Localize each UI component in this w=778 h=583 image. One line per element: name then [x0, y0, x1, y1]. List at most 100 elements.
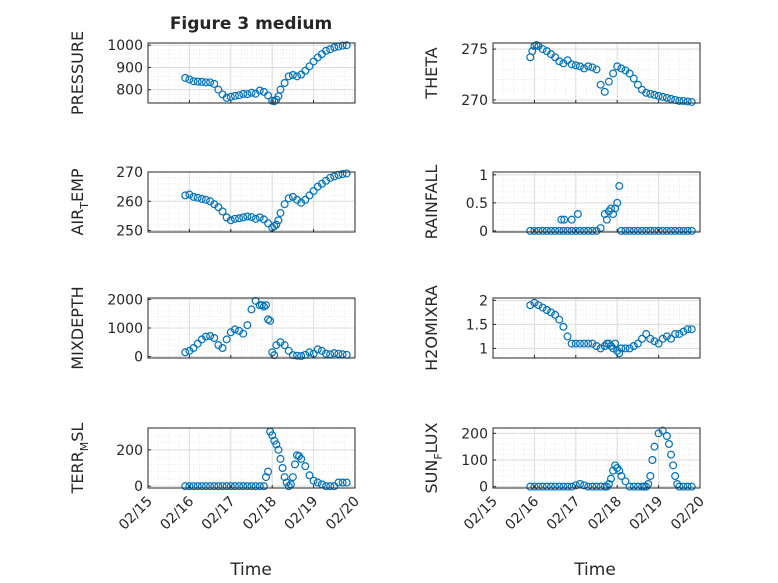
data-point: [642, 88, 651, 97]
y-tick-label: 270: [116, 165, 143, 181]
data-point: [588, 482, 597, 491]
data-point: [625, 69, 634, 78]
data-point: [675, 330, 684, 339]
data-point: [206, 332, 215, 341]
data-point: [542, 226, 551, 235]
data-point: [243, 482, 252, 491]
data-point: [667, 334, 676, 343]
data-point: [247, 482, 256, 491]
data-point: [621, 477, 630, 486]
data-point: [650, 337, 659, 346]
subplot-air: 250 260 270 AIRTEMP: [68, 165, 356, 240]
y-tick-label: 0: [479, 224, 488, 240]
data-point: [613, 62, 622, 71]
data-point: [546, 308, 555, 317]
data-point: [239, 89, 248, 98]
data-point: [301, 66, 310, 75]
data-point: [322, 46, 331, 55]
figure-title: Figure 3 medium: [170, 14, 332, 34]
data-point: [571, 339, 580, 348]
data-point: [243, 321, 252, 330]
data-point: [538, 482, 547, 491]
data-point: [189, 344, 198, 353]
data-point: [596, 344, 605, 353]
data-point: [322, 482, 331, 491]
data-point: [662, 332, 671, 341]
data-point: [559, 482, 568, 491]
data-point: [274, 216, 283, 225]
data-point: [679, 226, 688, 235]
data-point: [193, 482, 202, 491]
data-point: [239, 329, 248, 338]
data-point: [683, 226, 692, 235]
data-point: [555, 315, 564, 324]
data-point: [235, 214, 244, 223]
data-point: [654, 339, 663, 348]
data-point: [272, 440, 281, 449]
data-point: [563, 332, 572, 341]
y-axis-label: TERRMSL: [68, 423, 91, 495]
data-point: [264, 467, 273, 476]
data-point: [226, 216, 235, 225]
data-point: [555, 482, 564, 491]
data-point: [600, 87, 609, 96]
data-point: [255, 482, 264, 491]
data-point: [611, 339, 620, 348]
data-point: [193, 339, 202, 348]
data-point: [617, 344, 626, 353]
data-point: [596, 80, 605, 89]
data-point: [571, 226, 580, 235]
data-point: [189, 77, 198, 86]
data-point: [609, 344, 618, 353]
data-point: [530, 298, 539, 307]
data-point: [679, 96, 688, 105]
y-axis-label-subscript: T: [78, 202, 91, 210]
data-point: [288, 70, 297, 79]
data-point: [210, 482, 219, 491]
data-point: [555, 226, 564, 235]
data-point: [567, 226, 576, 235]
data-point: [230, 325, 239, 334]
data-point: [687, 325, 696, 334]
data-point: [181, 73, 190, 82]
data-point: [646, 472, 655, 481]
data-point: [210, 79, 219, 88]
data-point: [683, 325, 692, 334]
data-point: [338, 478, 347, 487]
data-point: [193, 77, 202, 86]
data-point: [679, 482, 688, 491]
data-point: [342, 41, 351, 50]
data-point: [650, 90, 659, 99]
data-point: [546, 226, 555, 235]
data-point: [538, 226, 547, 235]
data-point: [671, 226, 680, 235]
data-point: [534, 482, 543, 491]
x-axis-label-right: Time: [573, 560, 616, 580]
data-point: [235, 482, 244, 491]
data-point: [575, 62, 584, 71]
data-point: [201, 78, 210, 87]
y-tick-label: 0: [134, 479, 143, 495]
y-tick-label: 1: [479, 341, 488, 357]
data-point: [542, 482, 551, 491]
data-point: [538, 45, 547, 54]
data-point: [617, 64, 626, 73]
data-point: [230, 214, 239, 223]
y-tick-label: 200: [461, 426, 488, 442]
y-tick-label: 2000: [107, 292, 143, 308]
data-point: [629, 482, 638, 491]
data-point: [596, 224, 605, 233]
data-point: [261, 473, 270, 482]
data-point: [571, 61, 580, 70]
data-point: [648, 456, 657, 465]
data-point: [276, 454, 285, 463]
data-point: [609, 69, 618, 78]
data-point: [264, 91, 273, 100]
data-point: [261, 301, 270, 310]
subplot-theta: 270 275 THETA: [422, 41, 701, 109]
data-point: [615, 182, 624, 191]
data-point: [342, 169, 351, 178]
data-point: [675, 226, 684, 235]
data-point: [580, 226, 589, 235]
data-point: [247, 305, 256, 314]
